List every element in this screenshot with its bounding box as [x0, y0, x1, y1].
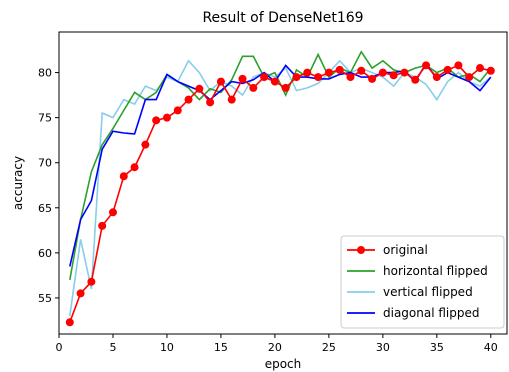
data-point-original: [152, 116, 161, 125]
legend-label: vertical flipped: [383, 285, 473, 299]
data-point-original: [486, 66, 495, 75]
data-point-original: [335, 65, 344, 74]
x-axis-label: epoch: [265, 357, 302, 371]
legend-box: [340, 235, 505, 329]
plot-frame: [58, 31, 508, 335]
data-point-original: [206, 98, 215, 107]
data-point-original: [76, 289, 85, 298]
data-point-original: [292, 73, 301, 82]
data-point-original: [357, 66, 366, 75]
data-point-original: [173, 106, 182, 115]
y-tick-label: 60: [38, 247, 52, 260]
series-line-original: [69, 64, 491, 323]
data-point-original: [368, 74, 377, 83]
y-tick-label: 75: [38, 112, 52, 125]
x-tick-label: 20: [268, 341, 282, 354]
x-tick-label: 30: [376, 341, 390, 354]
data-point-original: [314, 73, 323, 82]
legend: original horizontal flipped vertical flipp…: [340, 235, 505, 329]
data-point-original: [400, 68, 409, 77]
x-tick-label: 15: [214, 341, 228, 354]
legend-label: horizontal flipped: [383, 264, 488, 278]
data-point-original: [346, 73, 355, 82]
data-point-original: [216, 77, 225, 86]
data-point-original: [184, 95, 193, 104]
data-point-original: [141, 140, 150, 149]
plot-area: [65, 50, 495, 327]
data-point-original: [422, 61, 431, 70]
data-point-original: [454, 61, 463, 70]
y-tick-label: 55: [38, 292, 52, 305]
data-point-original: [249, 83, 258, 92]
data-point-original: [281, 83, 290, 92]
chart-title: Result of DenseNet169: [202, 10, 363, 26]
data-point-original: [303, 68, 312, 77]
data-point-original: [260, 73, 269, 82]
data-point-original: [227, 95, 236, 104]
data-point-original: [465, 73, 474, 82]
data-point-original: [108, 208, 117, 217]
x-tick-label: 5: [109, 341, 116, 354]
data-point-original: [389, 71, 398, 80]
data-point-original: [411, 75, 420, 84]
data-point-original: [119, 172, 128, 181]
y-tick-label: 80: [38, 67, 52, 80]
data-point-original: [238, 74, 247, 83]
y-tick-label: 65: [38, 202, 52, 215]
data-point-original: [162, 113, 171, 122]
x-tick-label: 35: [430, 341, 444, 354]
x-tick-label: 10: [160, 341, 174, 354]
data-point-original: [324, 68, 333, 77]
x-axis: 0 5 10 15 20 25 30 35 40: [56, 334, 498, 354]
legend-label: original: [383, 243, 428, 257]
x-tick-label: 40: [484, 341, 498, 354]
data-point-original: [476, 64, 485, 73]
data-point-original: [195, 84, 204, 93]
y-axis-label: accuracy: [11, 156, 25, 210]
y-axis: 55 60 65 70 75 80: [38, 67, 59, 305]
data-point-original: [378, 68, 387, 77]
legend-marker: [357, 246, 365, 254]
data-point-original: [443, 65, 452, 74]
y-tick-label: 70: [38, 157, 52, 170]
legend-label: diagonal flipped: [383, 306, 480, 320]
data-point-original: [270, 77, 279, 86]
data-point-original: [98, 221, 107, 230]
data-point-original: [87, 277, 96, 286]
x-tick-label: 0: [56, 341, 63, 354]
data-point-original: [65, 318, 74, 327]
x-tick-label: 25: [322, 341, 336, 354]
data-point-original: [432, 73, 441, 82]
data-point-original: [130, 163, 139, 172]
